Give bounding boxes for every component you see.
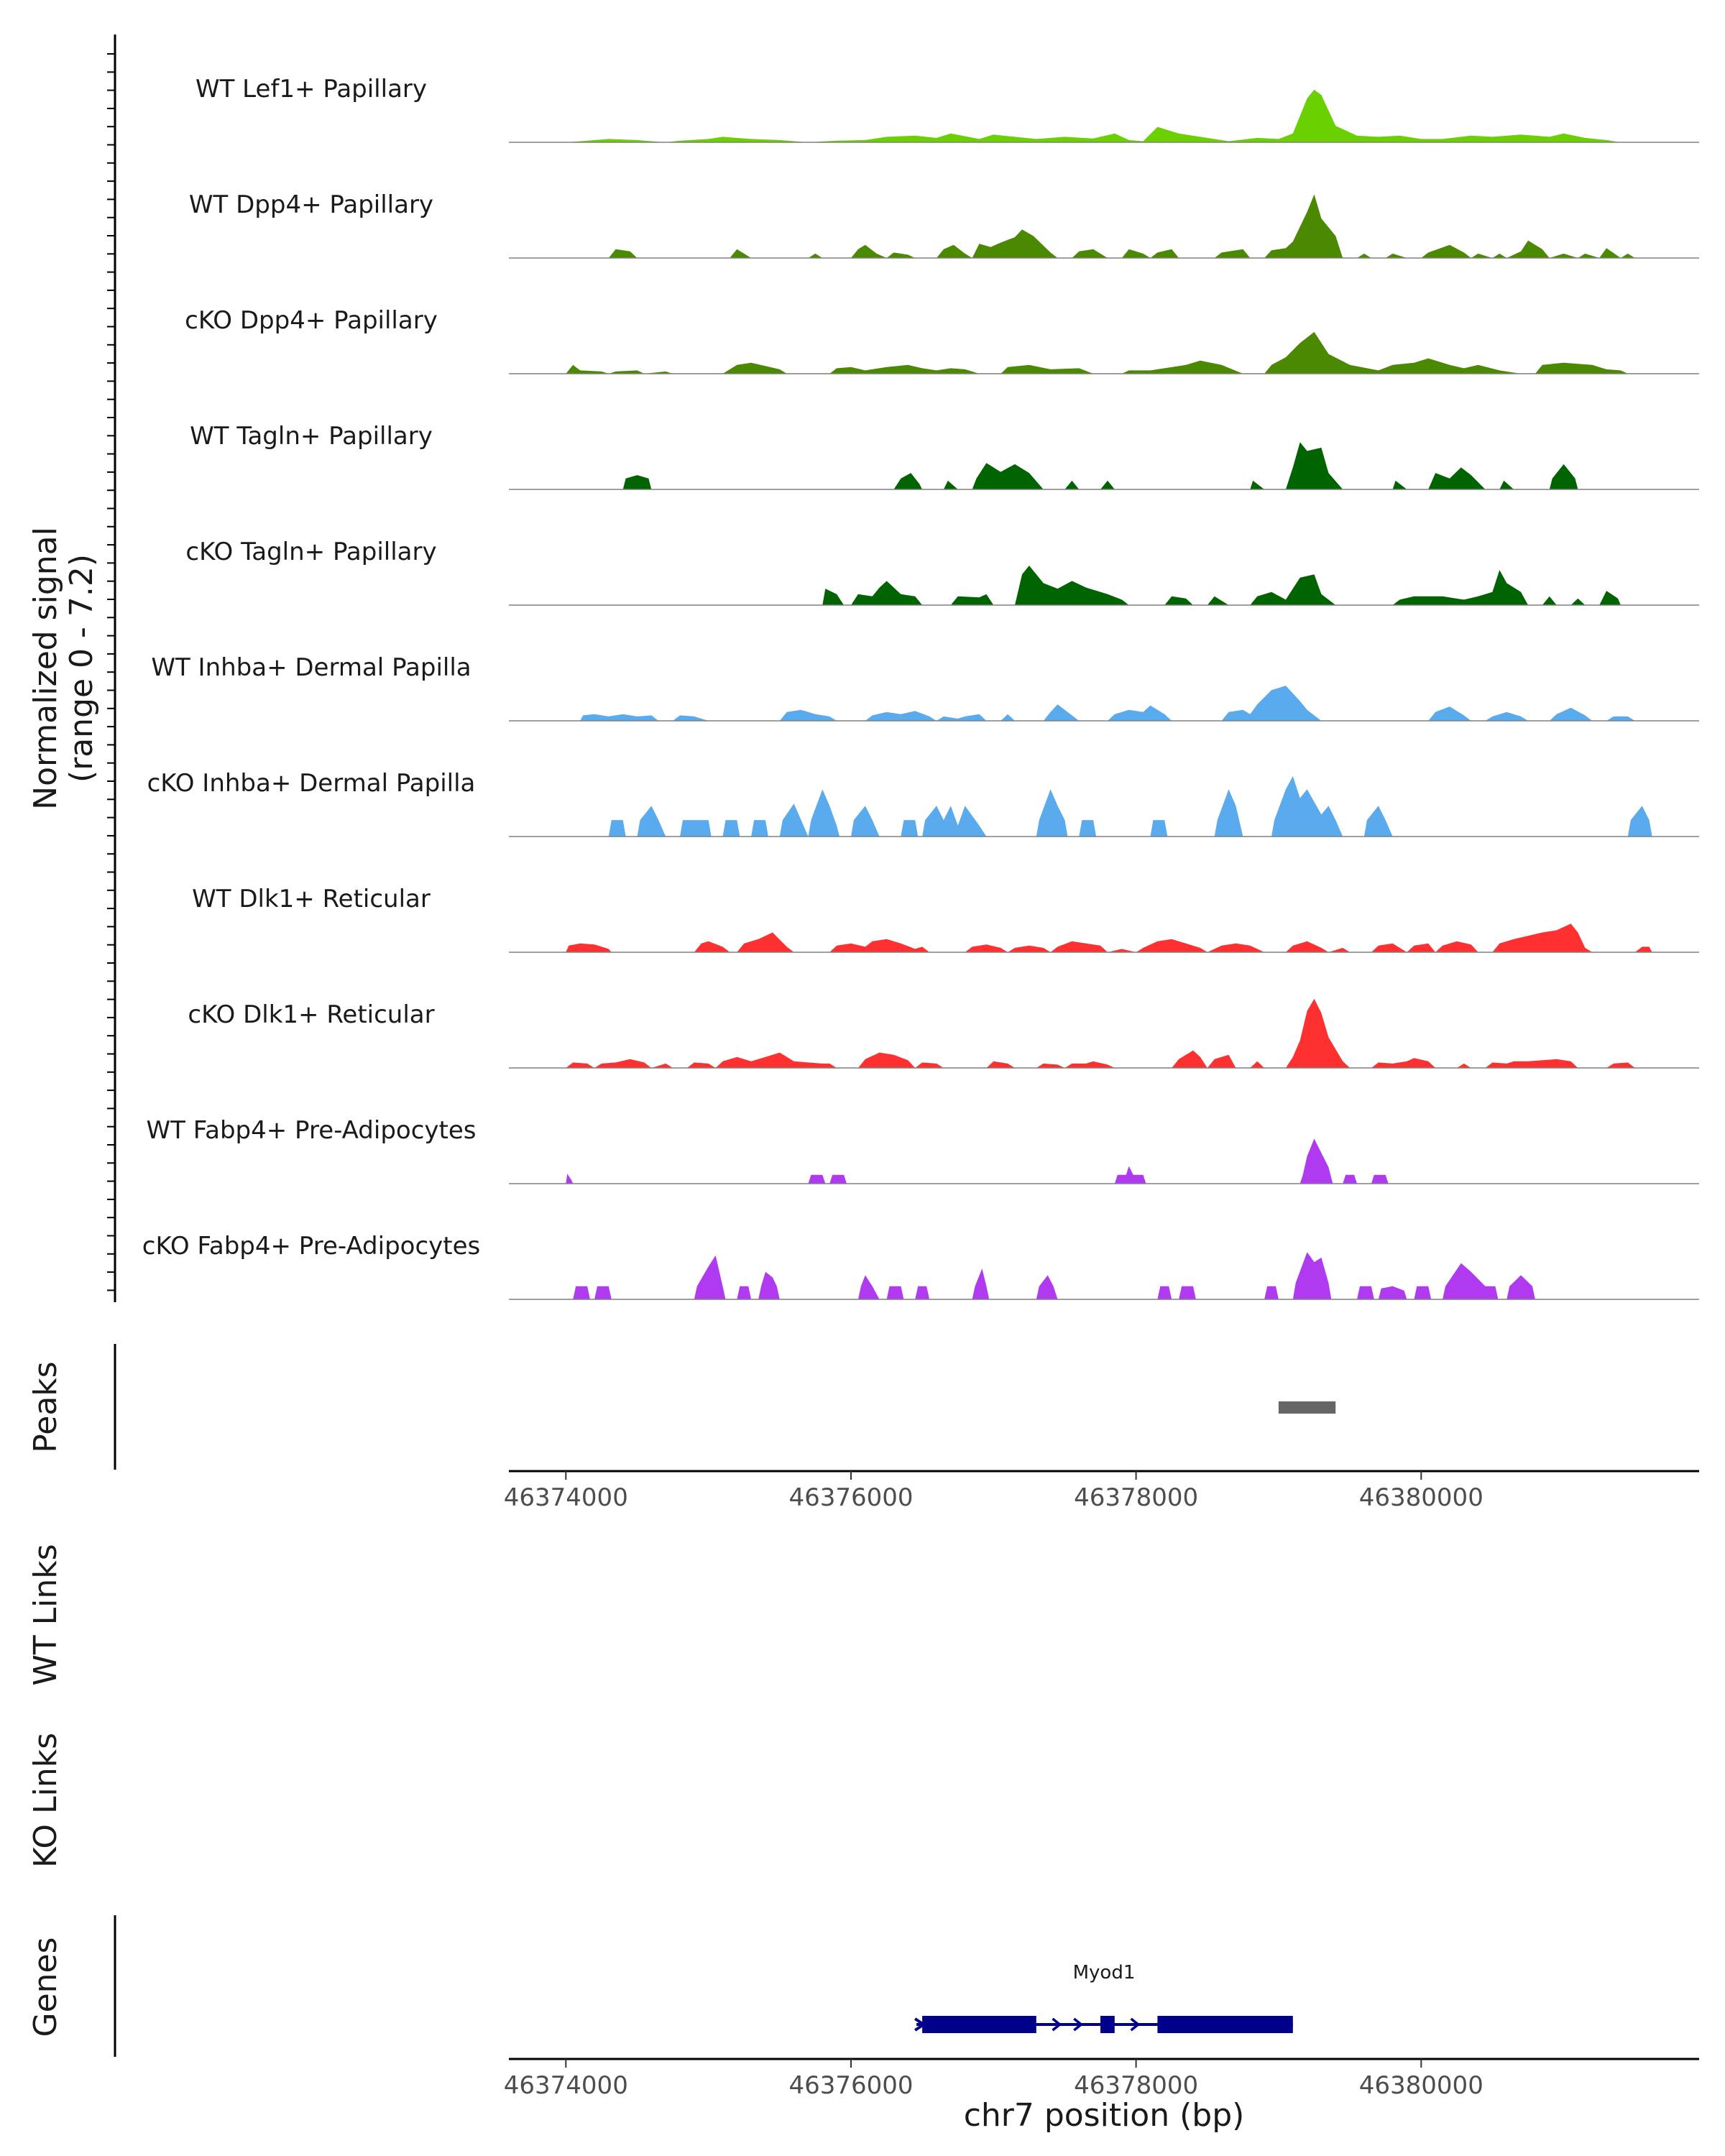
track-label-cko-dlk1-reticular: cKO Dlk1+ Reticular (188, 1000, 434, 1029)
signal-y-axis-title: Normalized signal (27, 527, 64, 810)
track-wt-lef1-papillary: WT Lef1+ Papillary (196, 75, 1699, 143)
track-wt-tagln-papillary: WT Tagln+ Papillary (190, 422, 1699, 490)
ko-links-panel-title: KO Links (27, 1733, 64, 1868)
gene-strand-arrow (1052, 2017, 1062, 2032)
track-label-wt-dlk1-reticular: WT Dlk1+ Reticular (192, 885, 431, 913)
gene-exon (1157, 2016, 1293, 2033)
track-cko-dlk1-reticular: cKO Dlk1+ Reticular (188, 998, 1699, 1069)
gene-label: Myod1 (1073, 1962, 1136, 1984)
x-tick-label: 46374000 (504, 2071, 628, 2100)
coverage-area-wt-fabp4-pre-adipocytes (566, 1138, 1389, 1184)
x-axis-ticks-top: 46374000 46376000 46378000 46380000 (504, 1471, 1484, 1512)
wt-links-panel-title: WT Links (27, 1544, 64, 1685)
peak-region (1278, 1401, 1336, 1414)
coverage-area-cko-dlk1-reticular (566, 998, 1635, 1068)
coverage-area-wt-inhba-dermal-papilla (580, 686, 1635, 721)
x-tick-label: 46374000 (504, 1483, 628, 1512)
coverage-area-wt-dlk1-reticular (566, 923, 1652, 952)
genes-panel-title: Genes (27, 1937, 64, 2037)
gene-strand-arrow (1073, 2017, 1084, 2032)
track-wt-inhba-dermal-papilla: WT Inhba+ Dermal Papilla (151, 653, 1699, 722)
track-wt-dpp4-papillary: WT Dpp4+ Papillary (189, 190, 1699, 259)
coverage-area-cko-dpp4-papillary (566, 331, 1628, 374)
track-wt-dlk1-reticular: WT Dlk1+ Reticular (192, 885, 1699, 953)
track-cko-dpp4-papillary: cKO Dpp4+ Papillary (185, 306, 1699, 374)
track-label-wt-lef1-papillary: WT Lef1+ Papillary (196, 75, 427, 103)
track-label-cko-inhba-dermal-papilla: cKO Inhba+ Dermal Papilla (147, 769, 476, 798)
coverage-area-cko-inhba-dermal-papilla (608, 776, 1652, 837)
x-axis-title: chr7 position (bp) (964, 2097, 1245, 2134)
track-cko-inhba-dermal-papilla: cKO Inhba+ Dermal Papilla (147, 769, 1699, 837)
peaks-panel-title: Peaks (27, 1361, 64, 1452)
x-axis-ticks-bottom: 46374000 46376000 46378000 46380000 (504, 2059, 1484, 2100)
track-label-wt-fabp4-pre-adipocytes: WT Fabp4+ Pre-Adipocytes (147, 1116, 477, 1145)
x-tick-label: 46378000 (1074, 1483, 1198, 1512)
coverage-area-cko-fabp4-pre-adipocytes (573, 1252, 1535, 1299)
x-tick-label: 46380000 (1359, 1483, 1484, 1512)
gene-strand-arrow (1130, 2017, 1141, 2032)
x-tick-label: 46380000 (1359, 2071, 1484, 2100)
x-tick-label: 46376000 (788, 1483, 913, 1512)
track-label-cko-dpp4-papillary: cKO Dpp4+ Papillary (185, 306, 438, 335)
coverage-area-cko-tagln-papillary (822, 566, 1621, 605)
track-label-cko-tagln-papillary: cKO Tagln+ Papillary (185, 538, 436, 566)
coverage-area-wt-lef1-papillary (566, 89, 1621, 142)
signal-y-axis-ticks (107, 53, 115, 1291)
track-label-cko-fabp4-pre-adipocytes: cKO Fabp4+ Pre-Adipocytes (142, 1232, 481, 1261)
track-label-wt-tagln-papillary: WT Tagln+ Papillary (190, 422, 433, 451)
track-label-wt-dpp4-papillary: WT Dpp4+ Papillary (189, 190, 433, 219)
genes-track: Myod1 (914, 1962, 1293, 2033)
x-tick-label: 46376000 (788, 2071, 913, 2100)
gene-exon (922, 2016, 1036, 2033)
coverage-area-wt-tagln-papillary (622, 442, 1578, 489)
x-tick-label: 46378000 (1074, 2071, 1198, 2100)
coverage-area-wt-dpp4-papillary (608, 194, 1635, 258)
coverage-tracks: WT Lef1+ Papillary WT Dpp4+ Papillary cKO … (142, 75, 1699, 1300)
track-wt-fabp4-pre-adipocytes: WT Fabp4+ Pre-Adipocytes (147, 1116, 1699, 1184)
track-cko-tagln-papillary: cKO Tagln+ Papillary (185, 538, 1699, 606)
track-cko-fabp4-pre-adipocytes: cKO Fabp4+ Pre-Adipocytes (142, 1232, 1699, 1300)
track-label-wt-inhba-dermal-papilla: WT Inhba+ Dermal Papilla (151, 653, 471, 682)
peaks-track (1278, 1401, 1336, 1414)
signal-y-axis-range: (range 0 - 7.2) (63, 554, 100, 783)
gene-exon (1100, 2016, 1115, 2033)
